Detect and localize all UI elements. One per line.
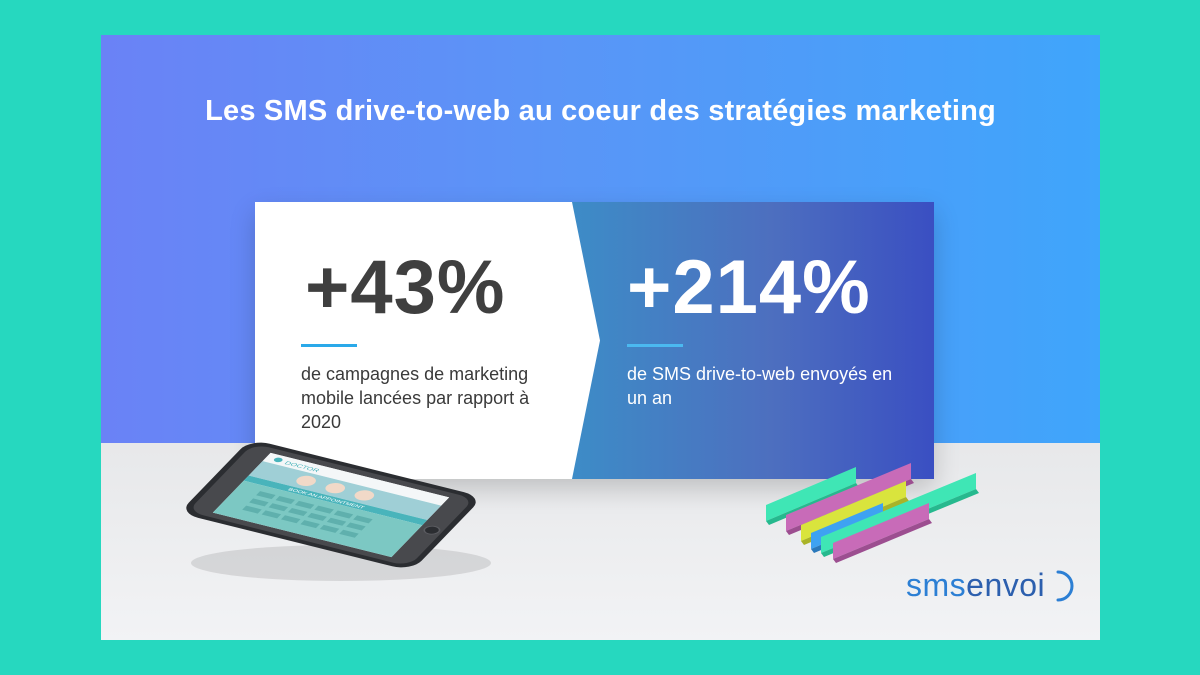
stat-description-sms: de SMS drive-to-web envoyés en un an — [627, 364, 893, 408]
infographic-card: Les SMS drive-to-web au coeur des straté… — [101, 35, 1100, 640]
smartphone-illustration: DOCTOR BOOK AN APPOINTMENT — [186, 442, 491, 581]
stat-panel-right — [572, 202, 934, 479]
stat-value-campaigns: +43% — [305, 245, 506, 330]
stat-panel-left — [255, 202, 600, 479]
stat-divider-campaigns — [301, 344, 357, 347]
brand-logo-part2: envoi — [966, 567, 1046, 603]
brand-logo-part1: sms — [906, 567, 967, 603]
brand-logo: smsenvoi — [906, 567, 1045, 604]
stat-divider-sms — [627, 344, 683, 347]
stat-value-sms: +214% — [627, 245, 871, 330]
stats-panel: +43% de campagnes de marketing mobile la… — [255, 202, 934, 479]
infographic-title: Les SMS drive-to-web au coeur des straté… — [205, 95, 996, 127]
signal-arc-icon — [1056, 570, 1074, 602]
stat-description-campaigns: de campagnes de marketing mobile lancées… — [301, 364, 530, 432]
bar-stack-illustration — [766, 463, 979, 563]
